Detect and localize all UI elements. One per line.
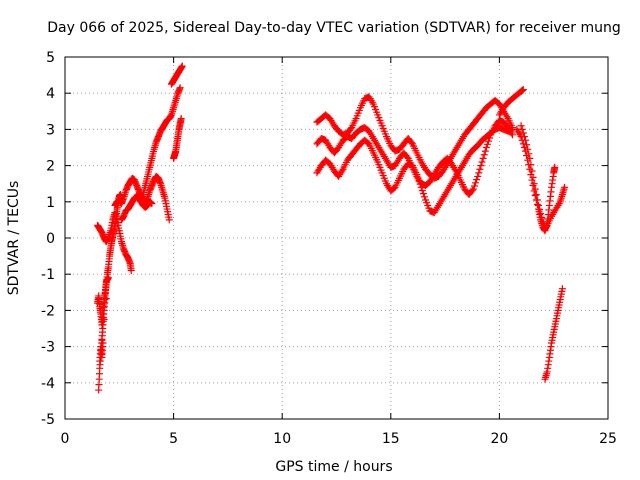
data-point — [472, 179, 480, 187]
data-point — [532, 191, 540, 199]
y-tick-label: 3 — [46, 122, 55, 138]
data-point — [347, 125, 355, 133]
data-point — [99, 339, 107, 347]
x-tick-label: 25 — [599, 431, 617, 447]
data-point — [476, 165, 484, 173]
data-point — [414, 174, 422, 182]
data-point — [480, 151, 488, 159]
data-point — [475, 169, 483, 177]
plot-frame — [64, 56, 609, 420]
data-point — [100, 315, 108, 323]
y-tick-label: 0 — [46, 231, 55, 247]
data-point — [530, 180, 538, 188]
data-point — [536, 205, 544, 213]
data-point — [523, 141, 531, 149]
x-tick-label: 20 — [490, 431, 508, 447]
y-tick-label: -2 — [41, 303, 55, 319]
data-point — [537, 210, 545, 218]
y-tick-label: 4 — [46, 86, 55, 102]
data-point — [533, 196, 541, 204]
data-point — [104, 274, 112, 282]
data-point — [519, 129, 527, 137]
data-point — [531, 185, 539, 193]
data-point — [477, 162, 485, 170]
data-point — [518, 125, 526, 133]
data-point — [521, 136, 529, 144]
data-point — [102, 295, 110, 303]
data-point — [519, 140, 527, 148]
data-point — [473, 176, 481, 184]
x-tick-label: 15 — [382, 431, 400, 447]
data-point — [165, 216, 173, 224]
y-tick-labels: 5 4 3 2 1 0 -1 -2 -3 -4 -5 — [41, 50, 55, 428]
y-tick-label: -4 — [41, 376, 55, 392]
x-axis-label: GPS time / hours — [275, 459, 392, 475]
data-point — [403, 153, 411, 161]
y-tick-label: -1 — [41, 267, 55, 283]
y-axis-label: SDTVAR / TECUs — [6, 181, 22, 296]
data-point — [474, 172, 482, 180]
data-point — [529, 173, 537, 181]
data-point — [483, 140, 491, 148]
data-point — [419, 190, 427, 198]
data-point — [481, 147, 489, 155]
data-point — [478, 158, 486, 166]
data-point — [178, 62, 186, 70]
data-point — [417, 183, 425, 191]
y-tick-label: -3 — [41, 340, 55, 356]
y-tick-label: -5 — [41, 412, 55, 428]
data-point — [528, 167, 536, 175]
data-point — [148, 200, 156, 208]
data-point — [538, 214, 546, 222]
data-point — [561, 183, 569, 191]
data-point — [485, 137, 493, 145]
data-point — [531, 191, 539, 199]
data-point — [470, 182, 478, 190]
data-point — [413, 171, 421, 179]
data-point — [527, 161, 535, 169]
data-point — [177, 115, 185, 123]
data-point — [469, 185, 477, 193]
data-point — [524, 145, 532, 153]
data-point — [558, 285, 566, 293]
data-point — [418, 186, 426, 194]
y-tick-label: 2 — [46, 159, 55, 175]
data-point — [468, 186, 476, 194]
data-point — [519, 86, 527, 94]
data-point — [415, 177, 423, 185]
grid-lines — [65, 57, 608, 419]
x-tick-label: 10 — [273, 431, 291, 447]
y-tick-label: 5 — [46, 50, 55, 66]
data-point — [176, 84, 184, 92]
data-point — [479, 154, 487, 162]
data-point — [534, 201, 542, 209]
data-point — [517, 122, 525, 130]
data-point — [482, 144, 490, 151]
x-tick-label: 5 — [169, 431, 178, 447]
y-tick-label: 1 — [46, 195, 55, 211]
data-point — [416, 180, 424, 188]
x-tick-label: 0 — [61, 431, 70, 447]
data-point — [520, 133, 528, 141]
data-point — [407, 139, 415, 147]
axis-ticks — [64, 56, 609, 420]
x-tick-labels: 0 5 10 15 20 25 — [61, 431, 617, 447]
data-point — [420, 193, 428, 201]
data-point — [526, 154, 534, 162]
data-point — [127, 267, 135, 275]
data-point — [551, 163, 559, 171]
chart-title: Day 066 of 2025, Sidereal Day-to-day VTE… — [47, 20, 621, 36]
data-points — [94, 62, 569, 394]
data-point — [525, 150, 533, 158]
